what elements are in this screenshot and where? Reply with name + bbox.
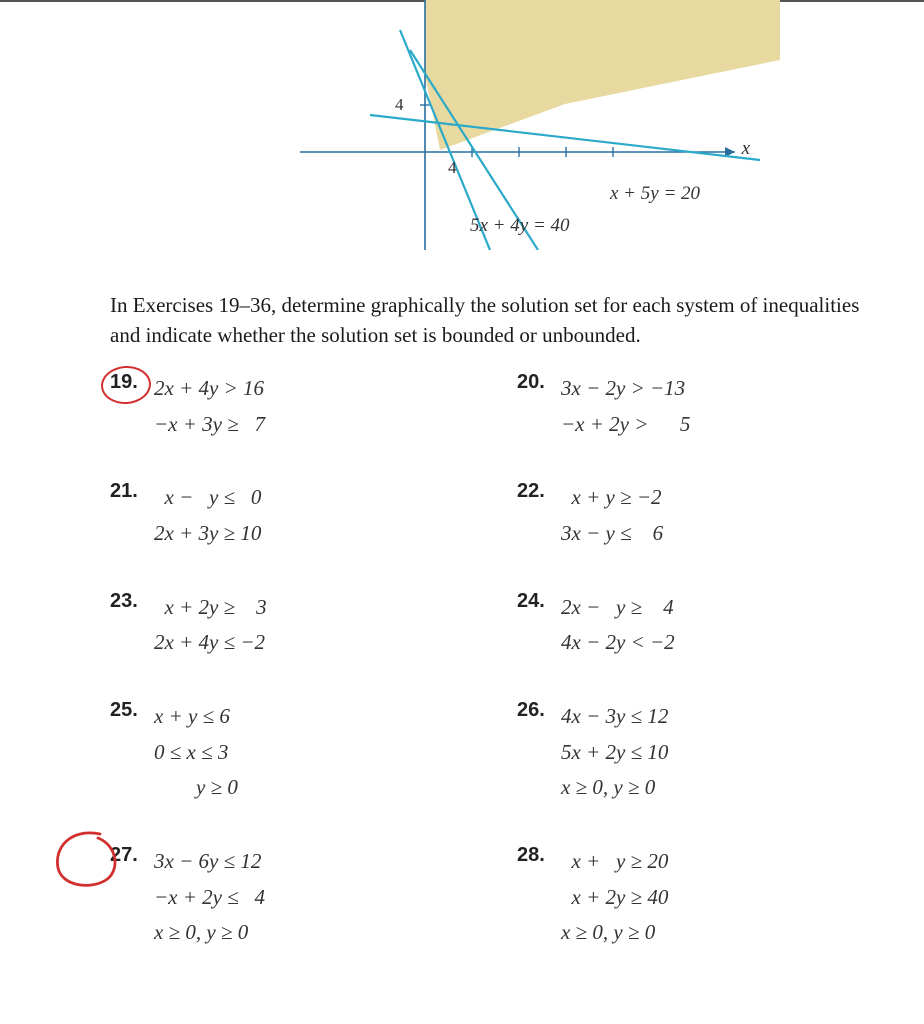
inequality-line: −x + 2y > 5 — [561, 407, 690, 443]
exercise-body: x + y ≥ −23x − y ≤ 6 — [561, 480, 663, 551]
exercise-26: 26.4x − 3y ≤ 125x + 2y ≤ 10x ≥ 0, y ≥ 0 — [517, 699, 884, 806]
exercise-body: x − y ≤ 02x + 3y ≥ 10 — [154, 480, 261, 551]
exercise-24: 24.2x − y ≥ 44x − 2y < −2 — [517, 590, 884, 661]
instructions-text: In Exercises 19–36, determine graphicall… — [110, 290, 884, 351]
exercise-body: 3x − 6y ≤ 12−x + 2y ≤ 4x ≥ 0, y ≥ 0 — [154, 844, 265, 951]
exercise-number: 27. — [110, 844, 154, 867]
y-tick-label: 4 — [395, 95, 404, 115]
exercise-grid: 19.2x + 4y > 16−x + 3y ≥ 7 20.3x − 2y > −… — [110, 371, 884, 951]
inequality-line: 2x − y ≥ 4 — [561, 590, 675, 626]
inequality-line: x + 2y ≥ 3 — [154, 590, 267, 626]
x-tick-label: 4 — [448, 158, 457, 178]
exercise-22: 22. x + y ≥ −23x − y ≤ 6 — [517, 480, 884, 551]
page-content: 4 4 x x + 5y = 20 5x + 4y = 40 In Exerci… — [0, 0, 924, 991]
exercise-25: 25.x + y ≤ 60 ≤ x ≤ 3 y ≥ 0 — [110, 699, 477, 806]
equation-label-1: x + 5y = 20 — [610, 183, 700, 205]
exercise-number: 22. — [517, 480, 561, 503]
inequality-line: x ≥ 0, y ≥ 0 — [154, 915, 265, 951]
exercise-number: 20. — [517, 371, 561, 394]
exercise-body: 2x − y ≥ 44x − 2y < −2 — [561, 590, 675, 661]
inequality-line: x + y ≤ 6 — [154, 699, 238, 735]
graph-svg — [280, 0, 780, 250]
exercise-body: x + 2y ≥ 32x + 4y ≤ −2 — [154, 590, 267, 661]
inequality-line: y ≥ 0 — [154, 770, 238, 806]
inequality-line: 3x − 6y ≤ 12 — [154, 844, 265, 880]
inequality-line: x ≥ 0, y ≥ 0 — [561, 770, 668, 806]
exercise-number: 23. — [110, 590, 154, 613]
exercise-body: 4x − 3y ≤ 125x + 2y ≤ 10x ≥ 0, y ≥ 0 — [561, 699, 668, 806]
inequality-line: 3x − y ≤ 6 — [561, 516, 663, 552]
inequality-line: 3x − 2y > −13 — [561, 371, 690, 407]
exercise-body: 2x + 4y > 16−x + 3y ≥ 7 — [154, 371, 265, 442]
exercise-number: 21. — [110, 480, 154, 503]
inequality-line: 4x − 3y ≤ 12 — [561, 699, 668, 735]
inequality-line: 5x + 2y ≤ 10 — [561, 735, 668, 771]
inequality-line: −x + 3y ≥ 7 — [154, 407, 265, 443]
inequality-line: x + y ≥ 20 — [561, 844, 668, 880]
inequality-line: 4x − 2y < −2 — [561, 625, 675, 661]
exercise-27: 27.3x − 6y ≤ 12−x + 2y ≤ 4x ≥ 0, y ≥ 0 — [110, 844, 477, 951]
inequality-line: x + 2y ≥ 40 — [561, 880, 668, 916]
inequality-line: −x + 2y ≤ 4 — [154, 880, 265, 916]
exercise-28: 28. x + y ≥ 20 x + 2y ≥ 40x ≥ 0, y ≥ 0 — [517, 844, 884, 951]
exercise-number: 26. — [517, 699, 561, 722]
inequality-line: x − y ≤ 0 — [154, 480, 261, 516]
graph-figure: 4 4 x x + 5y = 20 5x + 4y = 40 — [280, 0, 780, 250]
equation-label-2: 5x + 4y = 40 — [470, 215, 570, 237]
exercise-number: 19. — [110, 371, 154, 394]
x-axis-label: x — [742, 138, 750, 160]
exercise-number: 28. — [517, 844, 561, 867]
inequality-line: 2x + 4y ≤ −2 — [154, 625, 267, 661]
inequality-line: 2x + 4y > 16 — [154, 371, 265, 407]
exercise-19: 19.2x + 4y > 16−x + 3y ≥ 7 — [110, 371, 477, 442]
exercise-number: 24. — [517, 590, 561, 613]
exercise-body: x + y ≥ 20 x + 2y ≥ 40x ≥ 0, y ≥ 0 — [561, 844, 668, 951]
exercise-body: x + y ≤ 60 ≤ x ≤ 3 y ≥ 0 — [154, 699, 238, 806]
exercise-20: 20.3x − 2y > −13−x + 2y > 5 — [517, 371, 884, 442]
exercise-21: 21. x − y ≤ 02x + 3y ≥ 10 — [110, 480, 477, 551]
inequality-line: x ≥ 0, y ≥ 0 — [561, 915, 668, 951]
exercise-number: 25. — [110, 699, 154, 722]
inequality-line: x + y ≥ −2 — [561, 480, 663, 516]
line-x5y — [370, 115, 760, 160]
exercise-body: 3x − 2y > −13−x + 2y > 5 — [561, 371, 690, 442]
inequality-line: 0 ≤ x ≤ 3 — [154, 735, 238, 771]
inequality-line: 2x + 3y ≥ 10 — [154, 516, 261, 552]
exercise-23: 23. x + 2y ≥ 32x + 4y ≤ −2 — [110, 590, 477, 661]
